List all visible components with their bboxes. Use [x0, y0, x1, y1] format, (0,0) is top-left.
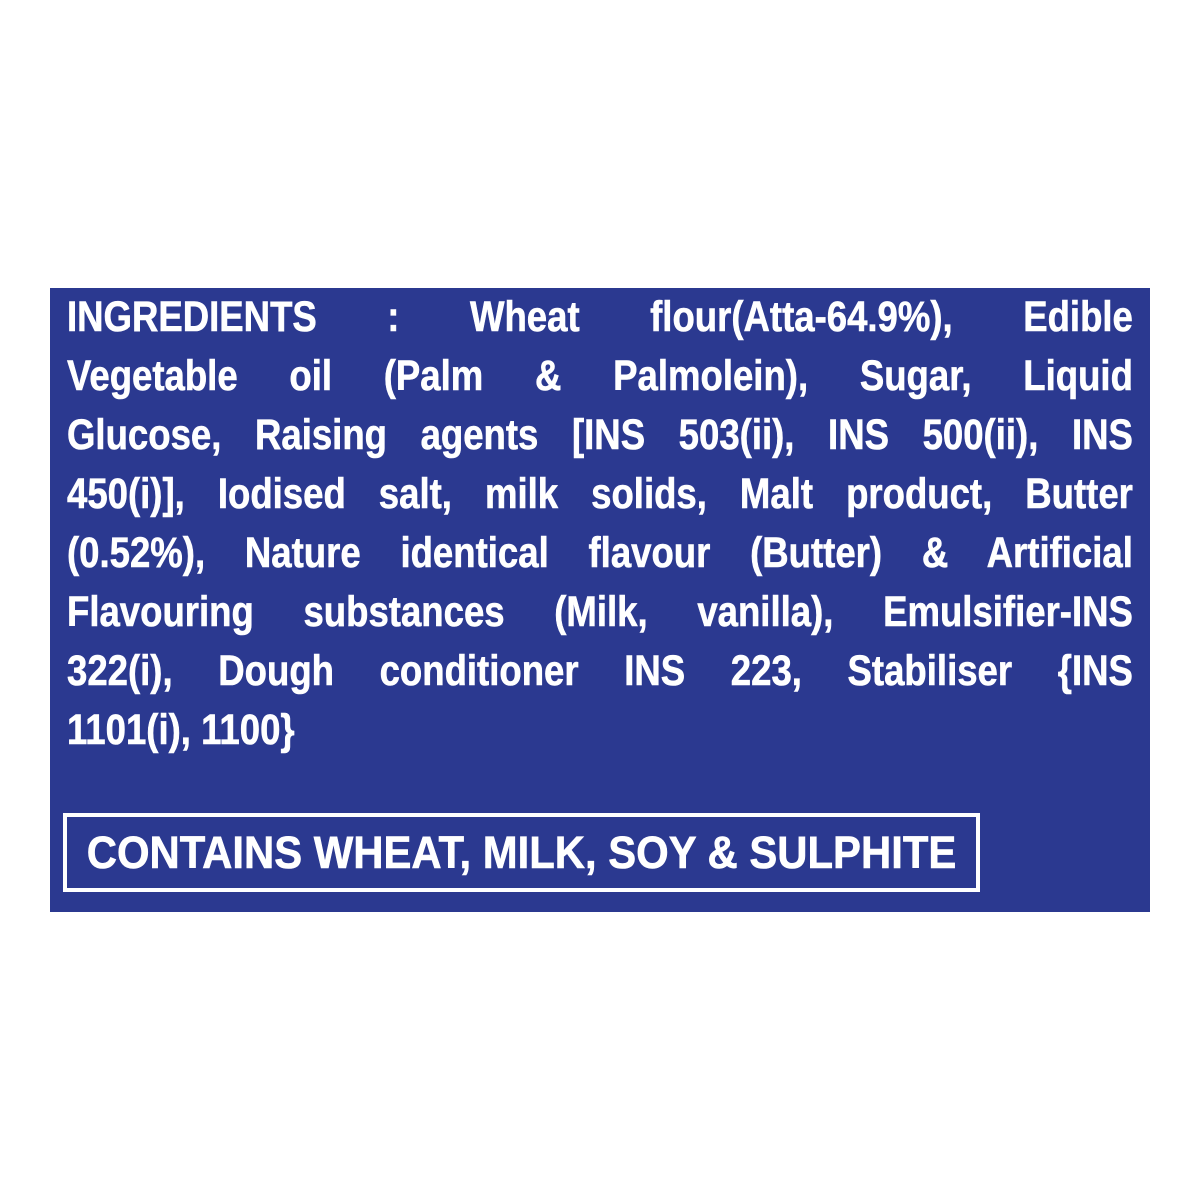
ingredients-panel: INGREDIENTS : Wheat flour(Atta-64.9%), E…	[50, 288, 1150, 912]
ingredients-line-7: 322(i), Dough conditioner INS 223, Stabi…	[67, 647, 1133, 696]
allergen-advisory-box: CONTAINS WHEAT, MILK, SOY & SULPHITE	[63, 813, 980, 892]
ingredients-line-4: 450(i)], Iodised salt, milk solids, Malt…	[67, 470, 1133, 519]
ingredients-line-6: Flavouring substances (Milk, vanilla), E…	[67, 588, 1133, 637]
ingredients-line-1: INGREDIENTS : Wheat flour(Atta-64.9%), E…	[67, 293, 1133, 342]
allergen-advisory-text: CONTAINS WHEAT, MILK, SOY & SULPHITE	[86, 827, 957, 878]
ingredients-statement: INGREDIENTS : Wheat flour(Atta-64.9%), E…	[67, 288, 1133, 760]
ingredients-line-8: 1101(i), 1100}	[67, 706, 295, 755]
ingredients-line-3: Glucose, Raising agents [INS 503(ii), IN…	[67, 411, 1133, 460]
ingredients-line-2: Vegetable oil (Palm & Palmolein), Sugar,…	[67, 352, 1133, 401]
ingredients-line-5: (0.52%), Nature identical flavour (Butte…	[67, 529, 1133, 578]
